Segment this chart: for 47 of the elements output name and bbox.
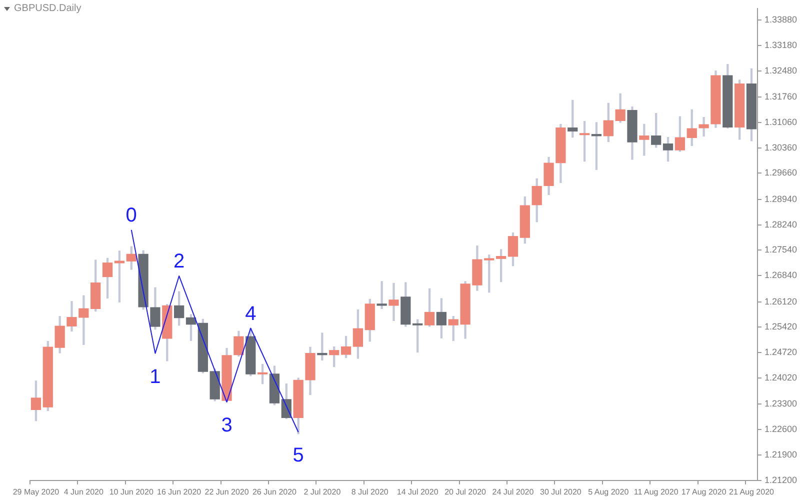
y-tick-label: 1.30360: [764, 142, 798, 152]
x-tick-label: 24 Jul 2020: [492, 487, 534, 496]
x-tick-label: 22 Jun 2020: [204, 487, 250, 496]
candlestick: [317, 332, 328, 361]
y-tick-label: 1.25420: [764, 322, 798, 332]
y-tick-label: 1.24720: [764, 347, 798, 358]
x-tick-label: 2 Jul 2020: [304, 487, 342, 496]
x-tick-label: 10 Jun 2020: [109, 487, 154, 496]
y-tick-label: 1.21900: [764, 449, 798, 460]
x-tick-label: 30 Jul 2020: [540, 487, 582, 496]
x-tick-label: 21 Aug 2020: [729, 487, 775, 496]
annotation: 5: [292, 444, 304, 467]
y-tick-label: 1.22600: [764, 424, 798, 434]
annotation: 2: [174, 250, 185, 273]
annotation: 0: [126, 204, 137, 226]
annotation: 1: [150, 366, 161, 388]
y-tick-label: 1.33180: [764, 40, 798, 50]
chart-title: GBPUSD.Daily: [14, 3, 82, 14]
y-tick-label: 1.31760: [764, 91, 798, 102]
y-tick-label: 1.26840: [764, 270, 798, 280]
y-tick-label: 1.27540: [764, 244, 798, 255]
annotation: 3: [221, 414, 232, 436]
y-tick-label: 1.26120: [764, 296, 798, 306]
y-tick-label: 1.28240: [764, 219, 798, 230]
x-tick-label: 20 Jul 2020: [444, 487, 487, 496]
y-tick-label: 1.24020: [764, 372, 798, 382]
candlestick: [698, 116, 709, 137]
y-tick-label: 1.29660: [764, 168, 798, 178]
x-tick-label: 16 Jun 2020: [157, 487, 202, 496]
x-tick-label: 11 Aug 2020: [634, 487, 679, 496]
y-tick-label: 1.32480: [764, 65, 798, 76]
x-tick-label: 5 Aug 2020: [588, 487, 630, 496]
y-tick-label: 1.23300: [764, 398, 798, 409]
x-tick-label: 14 Jul 2020: [396, 487, 439, 496]
x-tick-label: 4 Jun 2020: [64, 487, 104, 496]
y-tick-label: 1.21200: [764, 474, 798, 485]
x-tick-label: 17 Aug 2020: [681, 487, 727, 496]
x-tick-label: 8 Jul 2020: [351, 487, 389, 496]
annotation: 4: [245, 302, 256, 325]
y-tick-label: 1.33880: [764, 14, 798, 25]
y-tick-label: 1.31060: [764, 116, 798, 127]
candlestick: [376, 281, 387, 309]
candlestick: [639, 124, 650, 156]
candlestick: [388, 282, 399, 321]
y-tick-label: 1.28940: [764, 194, 798, 204]
x-tick-label: 26 Jun 2020: [252, 487, 298, 496]
x-tick-label: 29 May 2020: [12, 487, 60, 496]
